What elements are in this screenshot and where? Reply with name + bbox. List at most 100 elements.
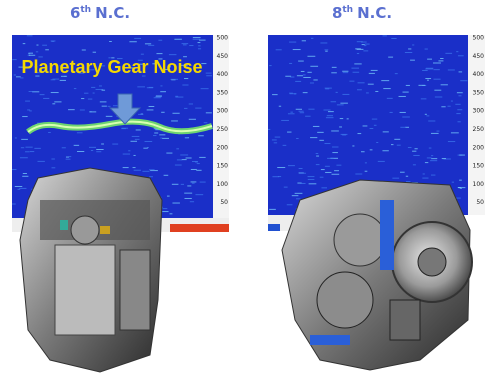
speckle [391, 144, 393, 145]
y-tick-label: 500 [473, 35, 485, 42]
speckle [66, 159, 71, 160]
speckle [340, 103, 348, 104]
speckle [431, 175, 435, 176]
speckle [405, 52, 412, 53]
speckle [290, 93, 297, 94]
speckle [200, 182, 206, 183]
tick-strip [468, 35, 485, 215]
speckle [171, 79, 178, 80]
speckle [137, 86, 145, 87]
speckle [18, 189, 21, 190]
speckle [130, 141, 137, 142]
speckle [332, 152, 338, 153]
speckle [354, 63, 361, 64]
speckle [156, 53, 162, 54]
speckle [186, 157, 192, 158]
speckle [378, 161, 385, 162]
speckle [332, 174, 340, 175]
speckle [332, 147, 338, 148]
speckle [106, 116, 113, 117]
speckle [427, 80, 429, 81]
speckle [134, 38, 141, 39]
speckle [457, 121, 460, 122]
speckle [74, 88, 76, 89]
speckle [14, 74, 16, 75]
speckle [69, 156, 71, 157]
speckle [413, 155, 419, 156]
speckle [161, 112, 164, 113]
speckle [383, 88, 390, 89]
speckle [429, 148, 432, 149]
speckle [27, 35, 33, 36]
speckle [167, 196, 170, 197]
speckle [324, 143, 330, 144]
speckle [395, 73, 398, 74]
speckle [172, 203, 179, 204]
speckle [397, 145, 401, 146]
speckle [45, 49, 49, 50]
speckle [60, 80, 66, 81]
speckle [441, 84, 448, 85]
transmission-6th [20, 168, 162, 372]
speckle [149, 169, 155, 170]
speckle [307, 56, 315, 57]
speckle [51, 79, 56, 80]
speckle [337, 104, 344, 105]
speckle [342, 71, 348, 72]
speckle [272, 94, 278, 95]
speckle [176, 148, 179, 149]
transmission-8th [282, 180, 472, 370]
speckle [301, 71, 305, 72]
title-number: 6 [70, 4, 80, 22]
y-tick-label: 250 [217, 126, 229, 133]
speckle [290, 112, 292, 113]
speckle [394, 139, 400, 140]
speckle [160, 91, 166, 92]
speckle [355, 174, 362, 175]
speckle [12, 203, 16, 204]
speckle [369, 73, 375, 74]
speckle [434, 90, 441, 91]
speckle [458, 55, 464, 56]
title-number: 8 [332, 4, 342, 22]
speckle [431, 158, 437, 159]
speckle [22, 176, 28, 177]
title-suffix: th [342, 5, 353, 15]
speckle [195, 108, 201, 109]
speckle [101, 144, 104, 145]
speckle [275, 137, 281, 138]
speckle [40, 94, 45, 95]
colorbar [170, 224, 229, 232]
speckle [290, 77, 294, 78]
speckle [184, 78, 188, 79]
speckle [353, 72, 360, 73]
speckle [183, 44, 187, 45]
speckle [12, 169, 16, 170]
speckle [343, 72, 348, 73]
speckle [412, 44, 414, 45]
speckle [190, 201, 194, 202]
speckle [351, 68, 359, 69]
speckle [289, 42, 296, 43]
speckle [21, 139, 28, 140]
speckle [88, 99, 92, 100]
speckle [29, 91, 35, 92]
speckle [382, 150, 388, 151]
speckle [408, 147, 412, 148]
speckle [27, 109, 30, 110]
speckle [112, 144, 118, 145]
speckle [326, 117, 334, 118]
speckle [347, 118, 349, 119]
speckle [431, 155, 433, 156]
annotation: Planetary Gear Noise [21, 57, 202, 77]
speckle [96, 149, 103, 150]
speckle [299, 111, 304, 112]
speckle [310, 137, 317, 138]
speckle [357, 53, 359, 54]
speckle [51, 159, 54, 160]
speckle [54, 101, 61, 102]
slide: 6thN.C. 8thN.C. Planetary Gear Noise 500… [0, 0, 491, 383]
speckle [277, 167, 285, 168]
speckle [388, 57, 393, 58]
speckle [96, 151, 101, 152]
